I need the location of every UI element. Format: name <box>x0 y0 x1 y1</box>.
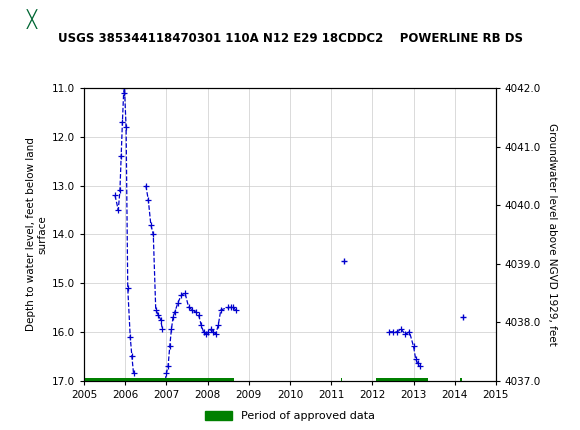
Y-axis label: Depth to water level, feet below land
surface: Depth to water level, feet below land su… <box>26 138 48 331</box>
Bar <box>376 378 428 384</box>
Y-axis label: Groundwater level above NGVD 1929, feet: Groundwater level above NGVD 1929, feet <box>547 123 557 346</box>
Bar <box>340 378 342 384</box>
Bar <box>5 3 60 35</box>
Bar <box>460 378 462 384</box>
Bar <box>84 378 234 384</box>
Text: ╳: ╳ <box>27 9 37 29</box>
Legend: Period of approved data: Period of approved data <box>200 406 380 426</box>
Text: USGS: USGS <box>67 10 118 28</box>
Text: USGS 385344118470301 110A N12 E29 18CDDC2    POWERLINE RB DS: USGS 385344118470301 110A N12 E29 18CDDC… <box>57 32 523 45</box>
